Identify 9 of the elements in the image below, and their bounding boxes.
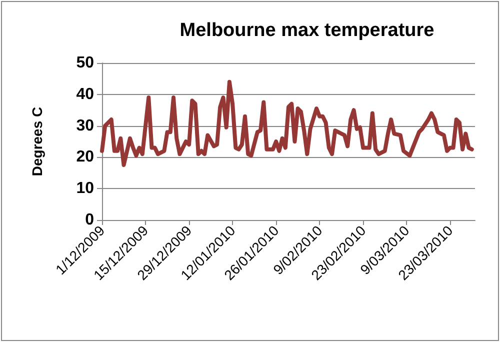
y-tick-label: 40 [76, 86, 94, 103]
y-axis-title: Degrees C [29, 106, 45, 176]
y-tick-label: 0 [85, 212, 94, 228]
chart-title: Melbourne max temperature [180, 20, 434, 41]
y-tick-label: 10 [76, 180, 94, 198]
y-tick-label: 20 [76, 148, 94, 166]
y-tick-label: 30 [76, 117, 94, 134]
line-series [100, 80, 474, 168]
y-tick-label: 50 [76, 54, 94, 72]
